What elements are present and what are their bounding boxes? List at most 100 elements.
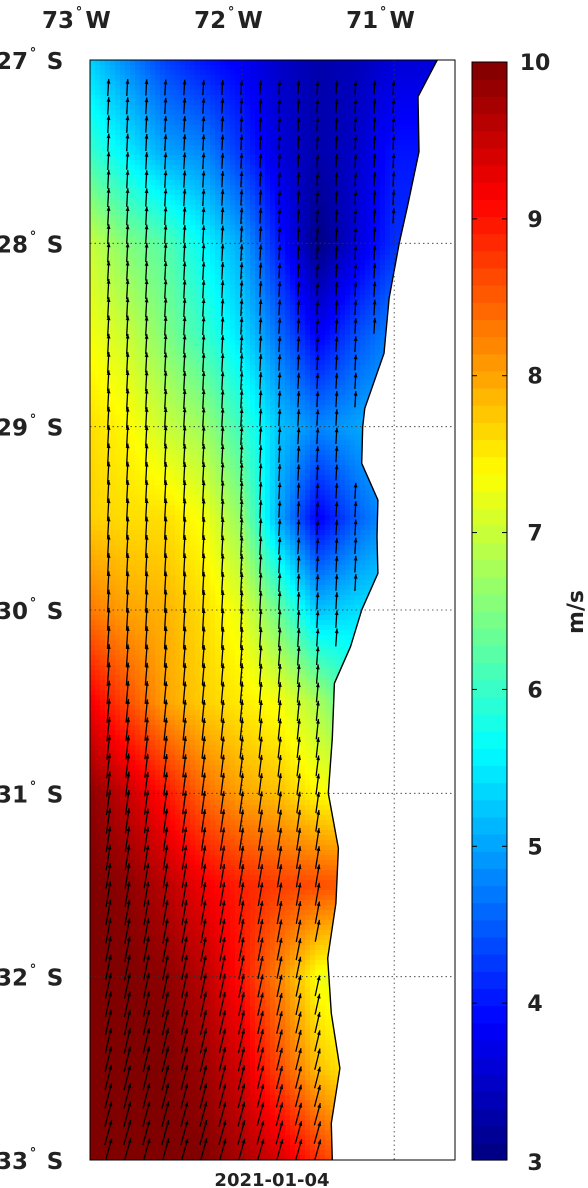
wind-arrow — [163, 754, 169, 778]
wind-arrow — [218, 1046, 227, 1072]
wind-arrow — [391, 116, 396, 132]
wind-arrow — [277, 263, 282, 279]
wind-arrow — [315, 391, 320, 408]
wind-arrow — [296, 208, 301, 223]
wind-arrow — [296, 390, 301, 408]
wind-arrow — [163, 589, 168, 612]
wind-arrow — [277, 518, 282, 537]
wind-arrow — [125, 97, 130, 115]
wind-arrow — [124, 826, 131, 852]
wind-arrow — [334, 354, 339, 371]
wind-arrow — [125, 443, 130, 465]
wind-arrow — [315, 117, 320, 131]
wind-arrow — [315, 264, 320, 278]
wind-arrow — [125, 206, 130, 226]
wind-arrow — [163, 407, 168, 428]
wind-arrow — [200, 973, 207, 999]
wind-arrow — [353, 263, 358, 279]
latitude-label: 30 ° S — [0, 596, 63, 625]
wind-arrow — [199, 1028, 208, 1054]
wind-arrow — [353, 318, 358, 334]
wind-arrow — [143, 863, 150, 889]
wind-arrow — [220, 134, 225, 151]
wind-arrow — [162, 790, 169, 815]
wind-arrow — [315, 318, 320, 334]
wind-arrow — [391, 189, 396, 206]
wind-arrow — [201, 571, 206, 594]
wind-arrow — [277, 773, 283, 796]
wind-arrow — [163, 224, 168, 244]
wind-arrow — [144, 224, 149, 244]
wind-arrow — [220, 335, 225, 354]
wind-arrow — [162, 918, 169, 944]
wind-arrow — [277, 609, 282, 629]
wind-arrow — [239, 353, 244, 372]
wind-arrow — [182, 535, 187, 557]
wind-arrow — [276, 974, 283, 998]
wind-arrow — [123, 1064, 132, 1091]
wind-arrow — [220, 462, 225, 483]
wind-arrow — [106, 698, 111, 723]
wind-arrow — [238, 1138, 246, 1160]
wind-arrow — [180, 1046, 189, 1072]
wind-arrow — [296, 190, 301, 205]
wind-arrow — [258, 281, 263, 298]
wind-arrow — [144, 699, 149, 723]
wind-arrow — [315, 190, 320, 205]
wind-arrow — [220, 262, 225, 280]
wind-arrow — [123, 1009, 132, 1036]
wind-arrow — [277, 190, 282, 205]
wind-arrow — [220, 171, 225, 188]
wind-arrow — [237, 1101, 246, 1127]
wind-arrow — [106, 78, 111, 97]
wind-arrow — [218, 1101, 227, 1127]
wind-arrow — [162, 936, 169, 962]
wind-arrow — [201, 480, 206, 502]
wind-arrow — [106, 716, 112, 742]
wind-arrow — [125, 498, 130, 520]
wind-arrow — [258, 299, 263, 316]
wind-arrow — [144, 644, 149, 668]
wind-arrow — [239, 153, 244, 169]
wind-arrow — [277, 317, 282, 334]
wind-arrow — [372, 317, 377, 334]
wind-arrow — [334, 172, 339, 187]
wind-arrow — [239, 408, 244, 427]
wind-arrow — [257, 992, 264, 1016]
wind-arrow — [106, 443, 111, 465]
wind-arrow — [125, 352, 130, 373]
wind-arrow — [220, 590, 225, 612]
wind-arrow — [353, 208, 358, 223]
wind-arrow — [239, 590, 244, 612]
wind-arrow — [163, 389, 168, 410]
wind-arrow — [180, 1101, 189, 1127]
wind-arrow — [144, 97, 149, 115]
wind-arrow — [106, 625, 111, 650]
wind-arrow — [123, 1138, 132, 1160]
wind-arrow — [277, 281, 282, 297]
wind-arrow — [315, 227, 320, 241]
wind-arrow — [182, 425, 187, 446]
wind-arrow — [294, 1066, 302, 1089]
wind-arrow — [125, 370, 130, 392]
wind-arrow — [353, 117, 358, 132]
wind-arrow — [334, 592, 339, 610]
wind-arrow — [162, 1138, 170, 1160]
wind-arrow — [125, 607, 130, 631]
wind-arrow — [181, 954, 188, 981]
wind-arrow — [220, 98, 225, 114]
wind-arrow — [315, 483, 320, 499]
colorbar-tick: 6 — [472, 678, 543, 703]
wind-arrow — [106, 662, 111, 686]
wind-arrow — [201, 207, 206, 225]
wind-arrow — [123, 1046, 132, 1072]
wind-arrow — [296, 464, 301, 481]
wind-arrow — [295, 956, 302, 979]
wind-arrow — [201, 608, 206, 630]
wind-arrow — [144, 735, 150, 760]
wind-arrow — [220, 499, 225, 520]
wind-arrow — [106, 406, 111, 429]
wind-arrow — [142, 1119, 151, 1146]
colorbar-frame — [471, 61, 508, 1161]
